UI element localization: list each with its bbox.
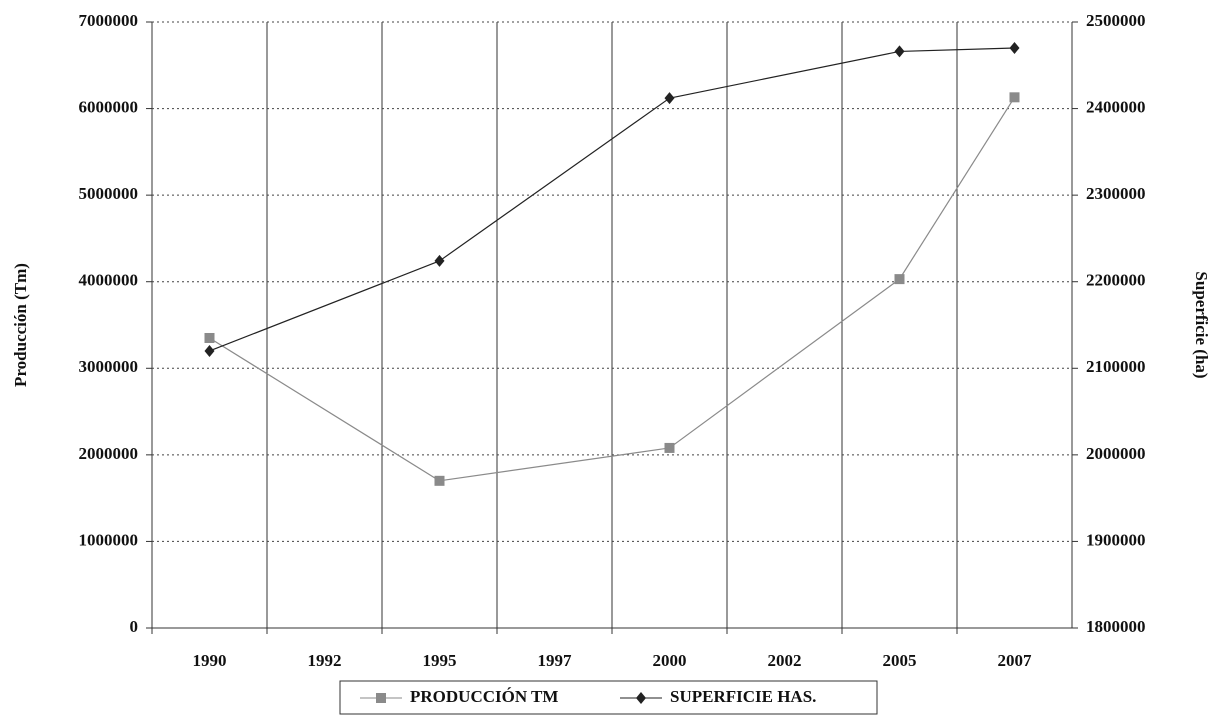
marker <box>1009 92 1020 103</box>
line-segment <box>669 278 900 449</box>
marker <box>894 274 905 285</box>
y2-tick-label: 1900000 <box>1086 530 1146 549</box>
x-tick-label: 1992 <box>308 651 342 670</box>
marker <box>204 344 215 357</box>
y2-tick-label: 2000000 <box>1086 444 1146 463</box>
x-tick-label: 1997 <box>538 651 573 670</box>
y2-tick-label: 2500000 <box>1086 11 1146 30</box>
marker <box>376 693 386 703</box>
x-tick-label: 2005 <box>883 651 917 670</box>
y-tick-label: 2000000 <box>79 444 139 463</box>
x-tick-label: 1995 <box>423 651 457 670</box>
legend-label: SUPERFICIE HAS. <box>670 687 816 706</box>
line-segment <box>669 50 900 99</box>
y2-tick-label: 2200000 <box>1086 271 1146 290</box>
line-segment <box>209 337 440 482</box>
y2-axis-title: Superficie (ha) <box>1192 271 1211 378</box>
y-tick-label: 6000000 <box>79 97 139 116</box>
series <box>204 92 1020 486</box>
x-tick-label: 1990 <box>193 651 227 670</box>
marker <box>664 92 675 105</box>
y2-tick-label: 1800000 <box>1086 617 1146 636</box>
marker <box>894 45 905 58</box>
marker <box>434 475 445 486</box>
x-tick-label: 2007 <box>998 651 1033 670</box>
y2-tick-label: 2300000 <box>1086 184 1146 203</box>
y-tick-label: 5000000 <box>79 184 139 203</box>
x-tick-label: 2000 <box>653 651 687 670</box>
line-segment <box>209 260 440 352</box>
y-tick-label: 0 <box>130 617 139 636</box>
y-tick-label: 1000000 <box>79 530 139 549</box>
y-tick-label: 7000000 <box>79 11 139 30</box>
y-tick-label: 4000000 <box>79 271 139 290</box>
legend-label: PRODUCCIÓN TM <box>410 687 558 706</box>
legend: PRODUCCIÓN TM SUPERFICIE HAS. <box>339 680 878 715</box>
line-segment <box>439 97 670 262</box>
y2-tick-label: 2100000 <box>1086 357 1146 376</box>
line-segment <box>899 47 1015 53</box>
legend-box <box>339 680 878 715</box>
y2-tick-label: 2400000 <box>1086 97 1146 116</box>
marker <box>204 332 215 343</box>
line-segment <box>439 447 670 482</box>
marker <box>434 254 445 267</box>
marker <box>1009 41 1020 54</box>
marker <box>664 442 675 453</box>
series <box>204 41 1020 357</box>
y-tick-label: 3000000 <box>79 357 139 376</box>
line-segment <box>898 96 1016 280</box>
marker <box>636 692 646 704</box>
y-axis-title: Producción (Tm) <box>11 263 30 387</box>
x-tick-label: 2002 <box>768 651 802 670</box>
